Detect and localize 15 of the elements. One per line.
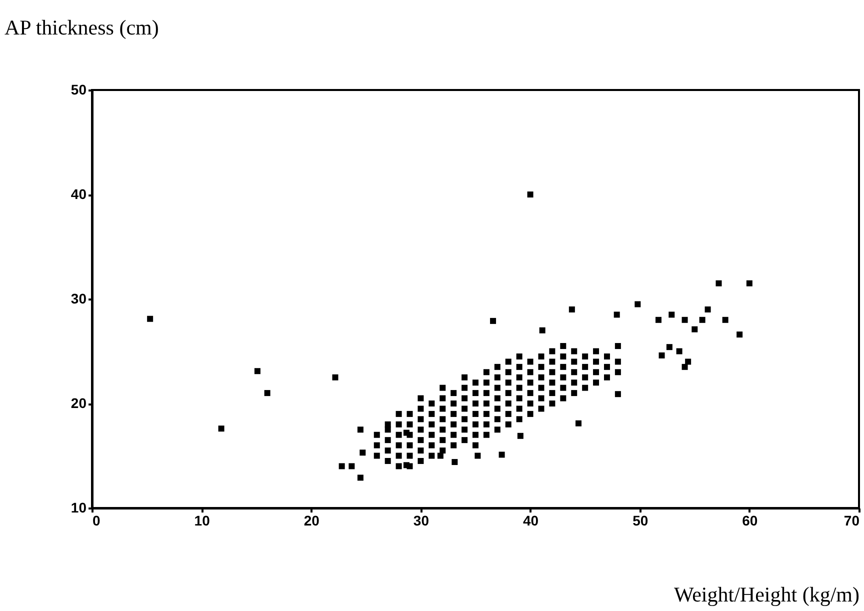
x-axis-title: Weight/Height (kg/m)	[674, 582, 860, 606]
x-tick-label: 70	[844, 512, 860, 528]
x-tick-label: 0	[92, 512, 100, 528]
y-tick-label: 10	[70, 500, 87, 516]
x-tick-label: 10	[194, 512, 210, 528]
x-tick-label: 60	[742, 512, 758, 528]
y-tick-label: 50	[70, 82, 87, 98]
y-tick-label: 30	[70, 290, 87, 306]
y-tick-label: 20	[70, 395, 87, 411]
y-tick-label: 40	[70, 186, 87, 202]
y-axis-title: AP thickness (cm)	[4, 16, 159, 40]
x-tick-label: 30	[413, 512, 430, 528]
x-tick-label: 20	[304, 512, 320, 528]
x-tick-label: 40	[522, 512, 539, 528]
x-tick-label: 50	[632, 512, 648, 528]
